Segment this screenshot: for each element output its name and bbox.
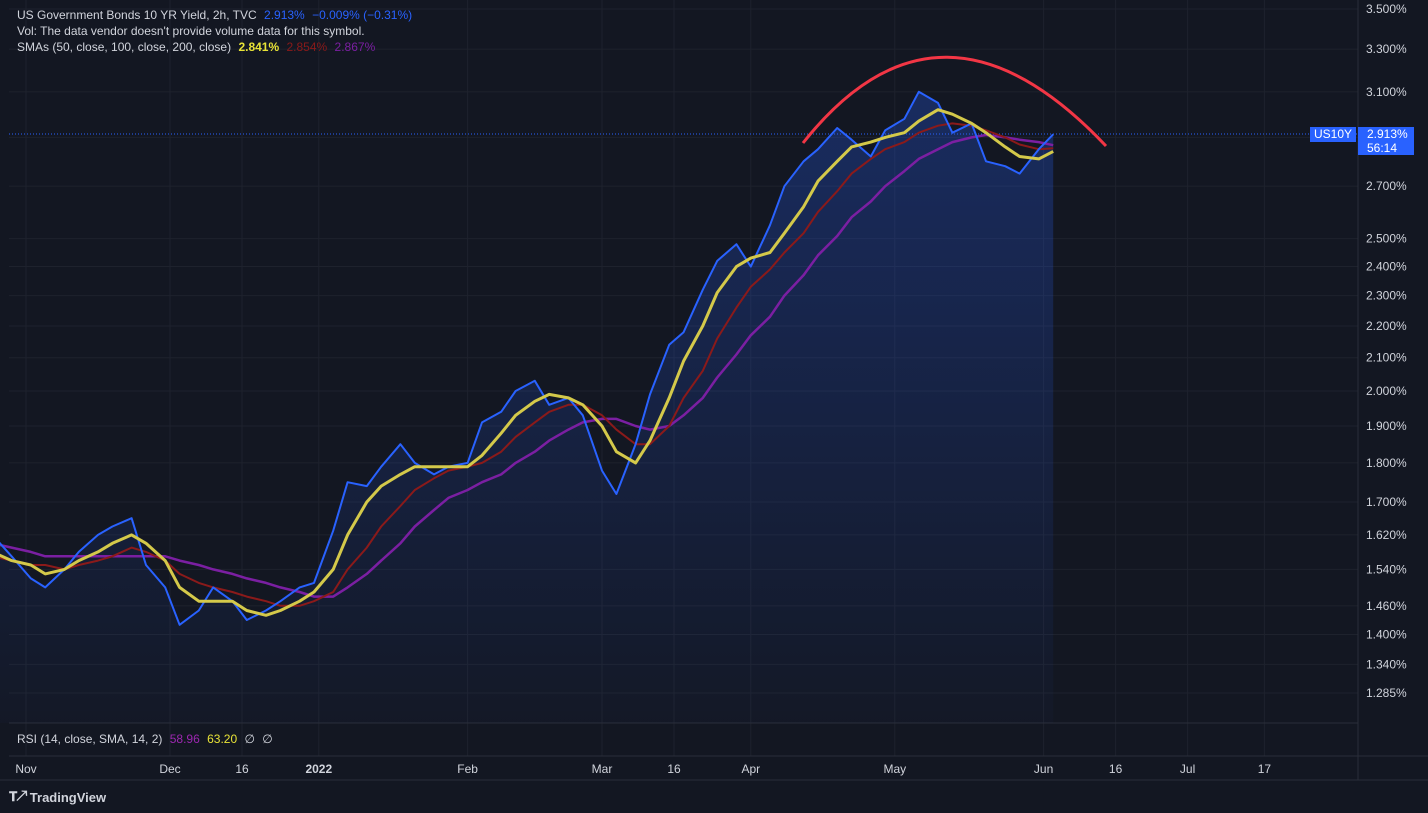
legend-row-symbol[interactable]: US Government Bonds 10 YR Yield, 2h, TVC… [17, 7, 416, 23]
time-axis[interactable]: Nov Dec 16 2022 Feb Mar 16 Apr May Jun 16 Jul 17 [15, 762, 1271, 776]
y-tick-label: 1.285% [1366, 686, 1407, 700]
price-series-line [0, 90, 1054, 626]
y-tick-label: 1.800% [1366, 456, 1407, 470]
x-tick-label: Apr [741, 762, 760, 776]
sma100-value: 2.854% [286, 40, 328, 54]
rsi-extra-2: ∅ [262, 732, 273, 746]
y-tick-label: 1.340% [1366, 657, 1407, 671]
x-tick-label: Dec [159, 762, 180, 776]
price-tag-bg [1358, 127, 1414, 155]
tradingview-mark-icon: 𝐓↗ [9, 789, 27, 804]
rsi-extra-1: ∅ [244, 732, 255, 746]
y-tick-label: 2.000% [1366, 384, 1407, 398]
y-tick-label: 3.100% [1366, 85, 1407, 99]
sma200-series-line [0, 133, 1054, 598]
main-legend: US Government Bonds 10 YR Yield, 2h, TVC… [17, 7, 416, 55]
price-axis[interactable]: 3.500%3.300%3.100%2.900%2.700%2.500%2.40… [1366, 2, 1407, 700]
y-tick-label: 2.700% [1366, 179, 1407, 193]
y-tick-label: 1.620% [1366, 528, 1407, 542]
sma50-value: 2.841% [238, 40, 280, 54]
x-tick-label: Feb [457, 762, 478, 776]
rsi-legend[interactable]: RSI (14, close, SMA, 14, 2) 58.96 63.20 … [17, 731, 277, 747]
symbol-title[interactable]: US Government Bonds 10 YR Yield, 2h, TVC [17, 8, 257, 22]
sma50-series-line [0, 108, 1054, 617]
y-tick-label: 1.460% [1366, 599, 1407, 613]
y-tick-label: 2.100% [1366, 351, 1407, 365]
x-tick-label: Nov [15, 762, 36, 776]
x-tick-label: May [883, 762, 906, 776]
symbol-tag: US10Y [1314, 127, 1353, 141]
y-tick-label: 2.400% [1366, 260, 1407, 274]
x-tick-label: 16 [667, 762, 681, 776]
symbol-tag-bg [1310, 127, 1356, 142]
x-tick-label: 16 [235, 762, 249, 776]
last-value: 2.913% [264, 8, 305, 22]
rsi-sma-value: 63.20 [207, 732, 238, 746]
x-tick-label: 2022 [305, 762, 332, 776]
rsi-value: 58.96 [169, 732, 200, 746]
last-price-tag: 2.913% [1367, 127, 1408, 141]
sma200-value: 2.867% [334, 40, 376, 54]
y-tick-label: 2.500% [1366, 232, 1407, 246]
change-value: −0.009% (−0.31%) [312, 8, 413, 22]
legend-row-sma[interactable]: SMAs (50, close, 100, close, 200, close)… [17, 39, 416, 55]
y-tick-label: 2.200% [1366, 319, 1407, 333]
brand-name: TradingView [29, 789, 107, 805]
y-tick-label: 1.400% [1366, 627, 1407, 641]
y-tick-label: 1.540% [1366, 562, 1407, 576]
volume-note: Vol: The data vendor doesn't provide vol… [17, 24, 365, 38]
bar-countdown: 56:14 [1367, 141, 1398, 155]
rsi-label: RSI (14, close, SMA, 14, 2) [17, 732, 163, 746]
sma100-series-line [0, 122, 1054, 607]
sma-label: SMAs (50, close, 100, close, 200, close) [17, 40, 232, 54]
x-tick-label: Jul [1180, 762, 1195, 776]
y-tick-label: 1.700% [1366, 495, 1407, 509]
y-tick-label: 1.900% [1366, 419, 1407, 433]
tradingview-logo[interactable]: 𝐓↗ TradingView [9, 789, 106, 805]
y-tick-label: 3.500% [1366, 2, 1407, 16]
legend-row-volume[interactable]: Vol: The data vendor doesn't provide vol… [17, 23, 416, 39]
x-tick-label: Mar [592, 762, 613, 776]
x-tick-label: Jun [1034, 762, 1053, 776]
x-tick-label: 17 [1258, 762, 1272, 776]
y-tick-label: 3.300% [1366, 42, 1407, 56]
dome-arc-annotation[interactable] [801, 55, 1108, 148]
y-tick-label: 2.300% [1366, 289, 1407, 303]
x-tick-label: 16 [1109, 762, 1123, 776]
